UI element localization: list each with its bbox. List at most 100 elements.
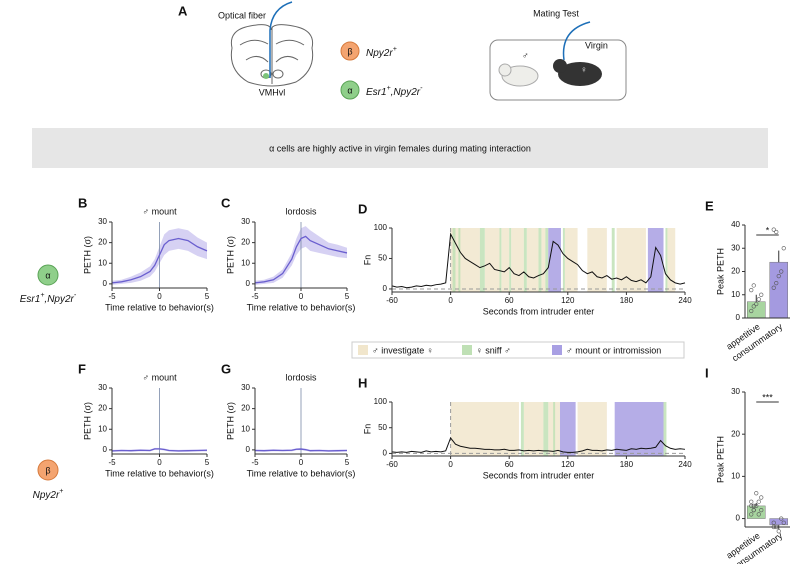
data-point: [756, 499, 761, 504]
female-symbol: ♀: [581, 64, 588, 74]
x-tick-label: 5: [345, 292, 350, 301]
panel-letter: B: [78, 195, 87, 210]
y-tick-label: 0: [736, 313, 741, 322]
population-label: Esr1+,Npy2r-: [366, 85, 423, 98]
behavior-interval: [564, 228, 578, 292]
data-point: [754, 503, 759, 509]
panel-letter: G: [221, 361, 231, 376]
row-symbol: β: [45, 465, 50, 475]
test-title: Mating Test: [533, 8, 579, 18]
chart-title: lordosis: [285, 206, 317, 216]
chart-title: ♂ mount: [142, 206, 177, 216]
behavior-interval: [545, 228, 549, 292]
x-tick-label: -5: [108, 292, 116, 301]
x-tick-label: 0: [157, 292, 162, 301]
data-point: [759, 495, 764, 500]
y-axis-label: PETH (σ): [82, 402, 92, 440]
beta-icon: [340, 41, 360, 61]
y-tick-label: 20: [731, 429, 740, 438]
y-tick-label: 0: [246, 445, 251, 454]
population-label: Npy2r+: [366, 46, 397, 59]
behavior-interval: [663, 402, 667, 456]
y-tick-label: 50: [378, 254, 387, 263]
x-tick-label: 5: [205, 292, 210, 301]
data-point: [771, 285, 776, 290]
mean-line: [254, 235, 348, 284]
behavior-interval: [559, 402, 576, 456]
y-tick-label: 30: [241, 217, 250, 226]
alpha-icon: [340, 80, 360, 100]
panel-letter: F: [78, 361, 86, 376]
data-point: [751, 283, 756, 288]
data-point: [781, 246, 786, 251]
x-tick-label: -5: [251, 292, 259, 301]
optical-fiber: [269, 1, 293, 78]
data-point: [754, 491, 759, 496]
x-tick-label: 120: [561, 460, 575, 469]
row-symbol: α: [45, 270, 50, 280]
x-tick-label: 0: [157, 458, 162, 467]
behavior-interval: [562, 228, 565, 292]
panel-letter: I: [705, 365, 709, 380]
x-tick-label: 0: [448, 296, 453, 305]
x-axis-label: Time relative to behavior(s): [247, 468, 356, 478]
y-tick-label: 10: [241, 258, 250, 267]
mean-line: [111, 448, 208, 452]
x-tick-label: -60: [386, 296, 398, 305]
data-point: [759, 508, 764, 513]
behavior-interval: [577, 402, 607, 456]
data-point: [771, 227, 776, 232]
behavior-interval: [611, 228, 615, 292]
x-tick-label: 60: [505, 460, 514, 469]
behavior-interval: [523, 402, 544, 456]
behavior-interval: [450, 402, 519, 456]
y-tick-label: 100: [374, 397, 388, 406]
y-tick-label: 10: [731, 290, 740, 299]
fiber-label: Optical fiber: [218, 10, 266, 20]
panel-letter: H: [358, 375, 367, 390]
data-point: [749, 503, 754, 509]
y-tick-label: 30: [241, 383, 250, 392]
behavior-interval: [509, 228, 512, 292]
vmhvl-mark: [263, 73, 269, 79]
x-tick-label: 180: [620, 296, 634, 305]
y-tick-label: 0: [383, 449, 388, 458]
behavior-interval: [614, 402, 664, 456]
data-point: [756, 297, 761, 302]
y-tick-label: 10: [98, 424, 107, 433]
data-point: [781, 520, 786, 525]
y-tick-label: 30: [731, 387, 740, 396]
behavior-interval: [501, 228, 510, 292]
data-point: [756, 512, 761, 517]
chart-title: ♂ mount: [142, 372, 177, 382]
beta-symbol: β: [347, 46, 352, 56]
y-axis-label: PETH (σ): [225, 402, 235, 440]
mean-line: [111, 237, 208, 284]
behavior-interval: [538, 228, 542, 292]
x-tick-label: -5: [251, 458, 259, 467]
behavior-interval: [553, 402, 556, 456]
panel-letter: E: [705, 198, 714, 213]
x-tick-label: 0: [299, 292, 304, 301]
behavior-interval: [665, 228, 668, 292]
panel-letter: C: [221, 195, 231, 210]
behavior-interval: [520, 402, 524, 456]
behavior-interval: [667, 228, 676, 292]
x-axis-label: Seconds from intruder enter: [483, 306, 595, 316]
legend-box: [351, 341, 685, 359]
data-point: [749, 308, 754, 314]
banner-box: [32, 128, 768, 168]
x-tick-label: -60: [386, 460, 398, 469]
y-tick-label: 20: [731, 267, 740, 276]
legend-label: ♂ mount or intromission: [566, 345, 661, 355]
y-tick-label: 50: [378, 423, 387, 432]
y-tick-label: 40: [731, 220, 740, 229]
data-point: [776, 274, 781, 279]
significance-label: ***: [762, 392, 773, 402]
brain-schematic: [230, 24, 314, 87]
panel-letter: D: [358, 201, 367, 216]
beta-icon: [37, 459, 59, 481]
y-axis-label: Fn: [362, 424, 372, 435]
y-tick-label: 0: [103, 279, 108, 288]
behavior-interval: [452, 228, 456, 292]
